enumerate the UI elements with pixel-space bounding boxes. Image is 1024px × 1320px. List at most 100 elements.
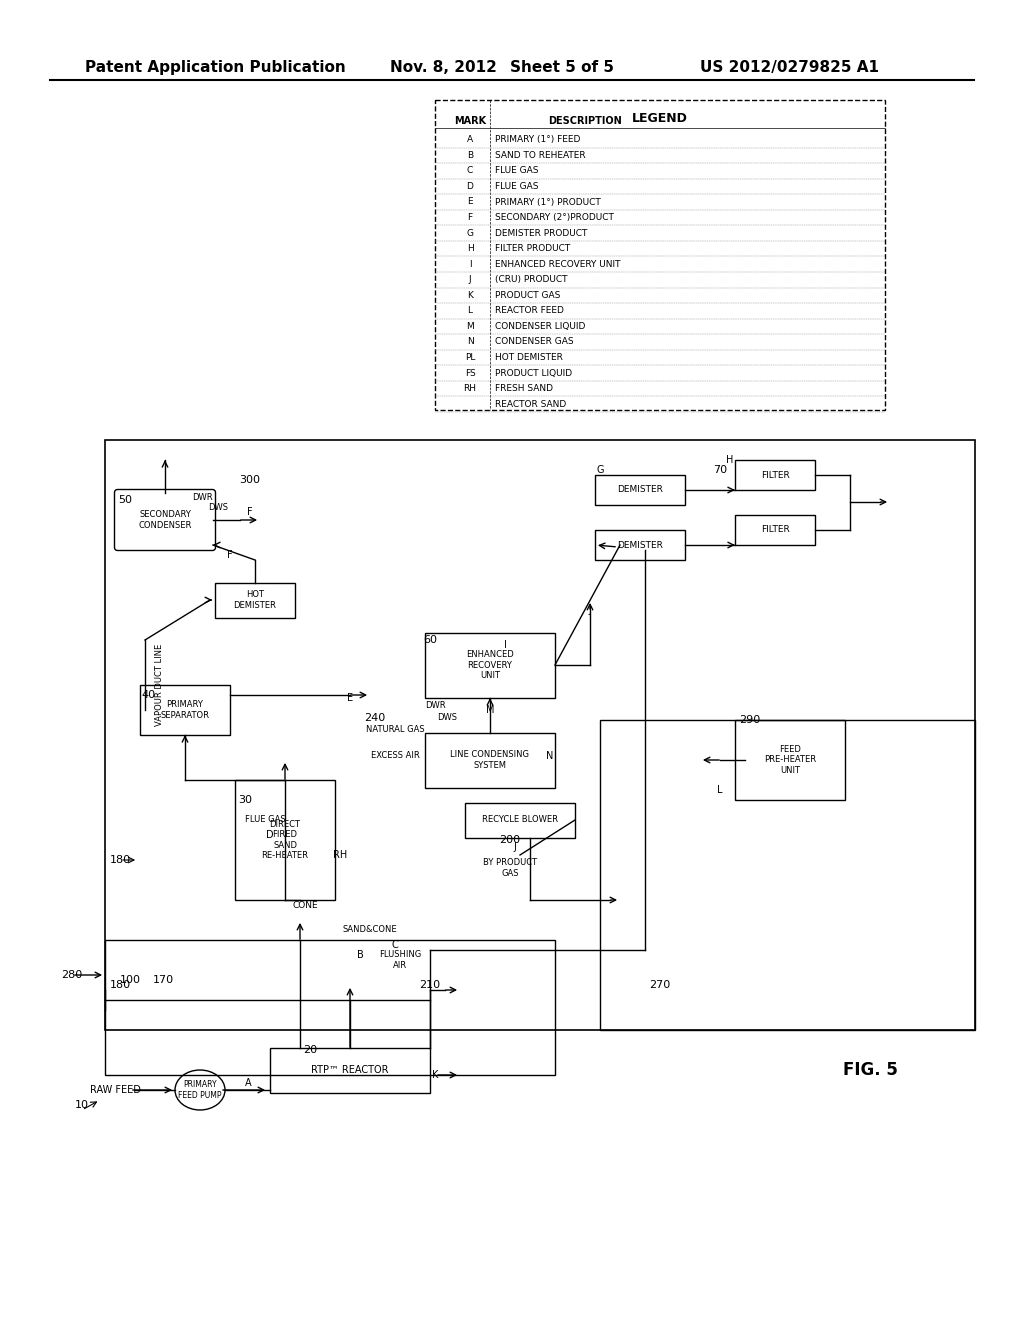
FancyBboxPatch shape [115,490,215,550]
Text: PRIMARY
FEED PUMP: PRIMARY FEED PUMP [178,1080,222,1100]
Text: ENHANCED RECOVERY UNIT: ENHANCED RECOVERY UNIT [495,260,621,269]
Bar [140,685,230,735]
Text: 200: 200 [500,836,520,845]
Bar [425,632,555,697]
Text: 100: 100 [120,975,140,985]
Text: SAND TO REHEATER: SAND TO REHEATER [495,150,586,160]
Ellipse shape [175,1071,225,1110]
Text: PRODUCT LIQUID: PRODUCT LIQUID [495,368,572,378]
Text: J: J [514,842,516,851]
Text: K: K [467,290,473,300]
Text: REACTOR SAND: REACTOR SAND [495,400,566,409]
Text: E: E [347,693,353,704]
Text: 70: 70 [713,465,727,475]
Text: 210: 210 [420,979,440,990]
Bar [105,440,975,1030]
Text: 290: 290 [739,715,761,725]
Text: DWR: DWR [425,701,445,710]
Bar [465,803,575,837]
Text: MARK: MARK [454,116,486,125]
Text: FLUE GAS: FLUE GAS [495,182,539,191]
Text: HOT
DEMISTER: HOT DEMISTER [233,590,276,610]
Text: A: A [467,135,473,144]
Bar [735,515,815,545]
Text: J: J [589,605,592,615]
Text: DEMISTER: DEMISTER [617,486,663,495]
Bar [234,780,335,900]
Text: Patent Application Publication: Patent Application Publication [85,59,346,75]
Text: C: C [391,940,398,950]
Text: CONDENSER GAS: CONDENSER GAS [495,338,573,346]
Text: N: N [467,338,473,346]
Text: FLUE GAS: FLUE GAS [245,816,286,825]
Text: 300: 300 [240,475,260,484]
Text: L: L [717,785,723,795]
Text: C: C [467,166,473,176]
Bar [215,582,295,618]
Text: FLUE GAS: FLUE GAS [495,166,539,176]
Text: N: N [547,751,554,762]
Text: PL: PL [465,352,475,362]
Text: FIG. 5: FIG. 5 [843,1061,897,1078]
Text: REACTOR FEED: REACTOR FEED [495,306,564,315]
Text: DWR: DWR [191,492,212,502]
Text: RH: RH [464,384,476,393]
Text: ENHANCED
RECOVERY
UNIT: ENHANCED RECOVERY UNIT [466,651,514,680]
Text: E: E [467,198,473,206]
Text: DEMISTER PRODUCT: DEMISTER PRODUCT [495,228,588,238]
Bar [435,100,885,411]
Text: PRODUCT GAS: PRODUCT GAS [495,290,560,300]
Text: I: I [504,640,507,649]
Text: 10: 10 [75,1100,89,1110]
Text: Sheet 5 of 5: Sheet 5 of 5 [510,59,614,75]
Text: 180: 180 [110,855,131,865]
Text: RAW FEED: RAW FEED [90,1085,141,1096]
Text: BY PRODUCT
GAS: BY PRODUCT GAS [483,858,537,878]
Text: FLUSHING
AIR: FLUSHING AIR [379,950,421,970]
Text: M: M [485,705,495,715]
Text: 20: 20 [303,1045,317,1055]
Text: G: G [596,465,604,475]
Text: FEED
PRE-HEATER
UNIT: FEED PRE-HEATER UNIT [764,744,816,775]
Text: DESCRIPTION: DESCRIPTION [548,116,622,125]
Text: D: D [467,182,473,191]
Bar [595,531,685,560]
Text: RTP™ REACTOR: RTP™ REACTOR [311,1065,389,1074]
Text: SAND&CONE: SAND&CONE [343,925,397,935]
Text: SECONDARY (2°)PRODUCT: SECONDARY (2°)PRODUCT [495,213,613,222]
Text: NATURAL GAS: NATURAL GAS [366,726,424,734]
Text: (CRU) PRODUCT: (CRU) PRODUCT [495,276,567,284]
Text: F: F [247,507,253,517]
Text: 50: 50 [118,495,132,506]
Text: J: J [469,276,471,284]
Text: HOT DEMISTER: HOT DEMISTER [495,352,563,362]
Text: 240: 240 [365,713,386,723]
Bar [425,733,555,788]
Text: CONE: CONE [292,900,317,909]
Text: DWS: DWS [208,503,228,512]
Text: PRIMARY (1°) FEED: PRIMARY (1°) FEED [495,135,581,144]
Bar [735,719,845,800]
Text: F: F [227,550,232,560]
Text: CONDENSER LIQUID: CONDENSER LIQUID [495,322,586,331]
Text: M: M [466,322,474,331]
Text: PRIMARY
SEPARATOR: PRIMARY SEPARATOR [161,701,210,719]
Text: 280: 280 [61,970,83,979]
Text: PRIMARY (1°) PRODUCT: PRIMARY (1°) PRODUCT [495,198,601,206]
Text: 170: 170 [153,975,173,985]
Text: H: H [467,244,473,253]
Text: FILTER: FILTER [761,525,790,535]
Text: LINE CONDENSING
SYSTEM: LINE CONDENSING SYSTEM [451,750,529,770]
Text: K: K [432,1071,438,1080]
Text: G: G [467,228,473,238]
Text: VAPOUR DUCT LINE: VAPOUR DUCT LINE [156,644,165,726]
Text: A: A [245,1078,251,1088]
Bar [105,940,555,1074]
Text: 40: 40 [141,690,155,700]
Text: FRESH SAND: FRESH SAND [495,384,553,393]
Text: B: B [356,950,364,960]
Bar [270,1048,430,1093]
Text: LEGEND: LEGEND [632,112,688,125]
Bar [595,475,685,506]
Text: I: I [469,260,471,269]
